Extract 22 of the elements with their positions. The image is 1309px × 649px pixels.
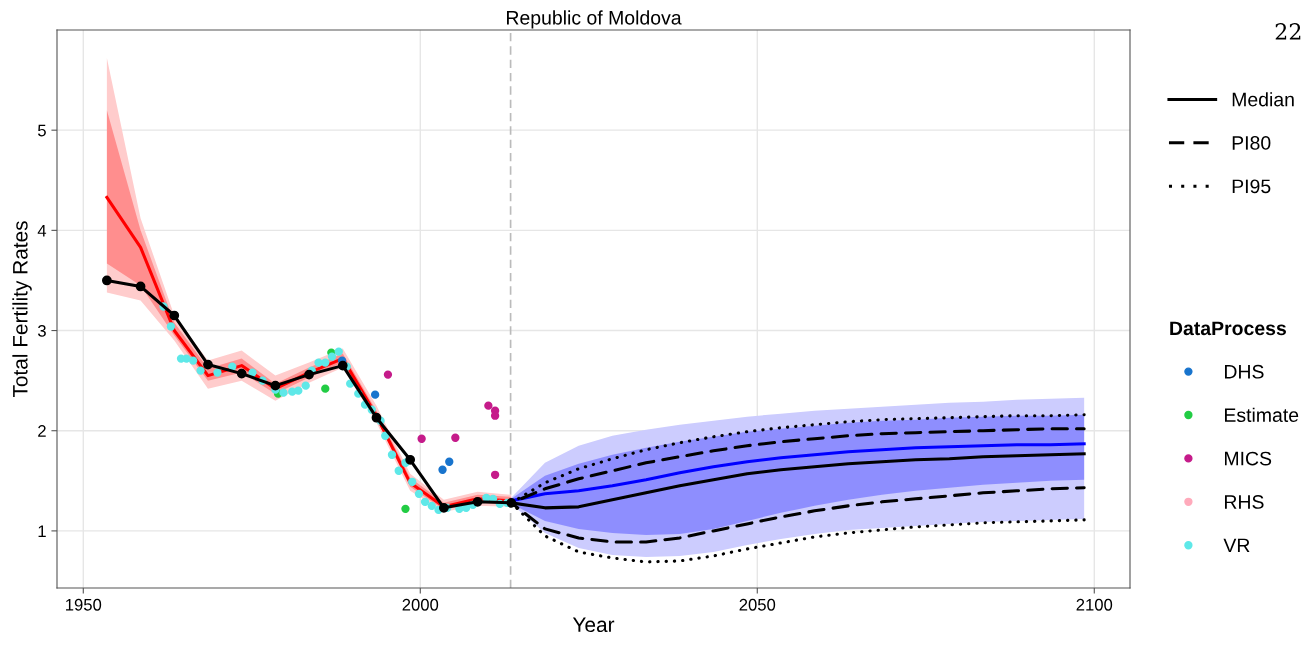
legend-label: RHS <box>1225 495 1264 509</box>
legend-label: DHS <box>1225 364 1264 379</box>
legend-label: PI80 <box>1232 136 1271 150</box>
legend-label: Estimate <box>1225 407 1299 423</box>
legend-title: DataProcess <box>1170 321 1286 336</box>
legend-label: VR <box>1223 538 1250 553</box>
chart-title: Republic of Moldova <box>507 10 682 29</box>
text: 22 <box>1275 23 1301 40</box>
x-tick-label: 2000 <box>402 598 439 611</box>
x-tick-label: 2100 <box>1076 598 1113 611</box>
y-tick-label: 2 <box>38 425 46 437</box>
y-tick-label: 4 <box>37 224 47 237</box>
legend-label: Median <box>1232 92 1294 107</box>
y-tick-label: 5 <box>37 124 46 137</box>
x-tick-label: 2050 <box>739 598 776 611</box>
y-tick-label: 1 <box>38 525 46 537</box>
legend-label: MICS <box>1225 451 1272 466</box>
x-tick-label: 1950 <box>66 598 102 611</box>
legend-label: PI95 <box>1232 179 1271 194</box>
x-axis-title: Year <box>572 617 615 633</box>
y-axis-title: Total Fertility Rates <box>12 221 32 398</box>
y-tick-label: 3 <box>37 324 46 337</box>
